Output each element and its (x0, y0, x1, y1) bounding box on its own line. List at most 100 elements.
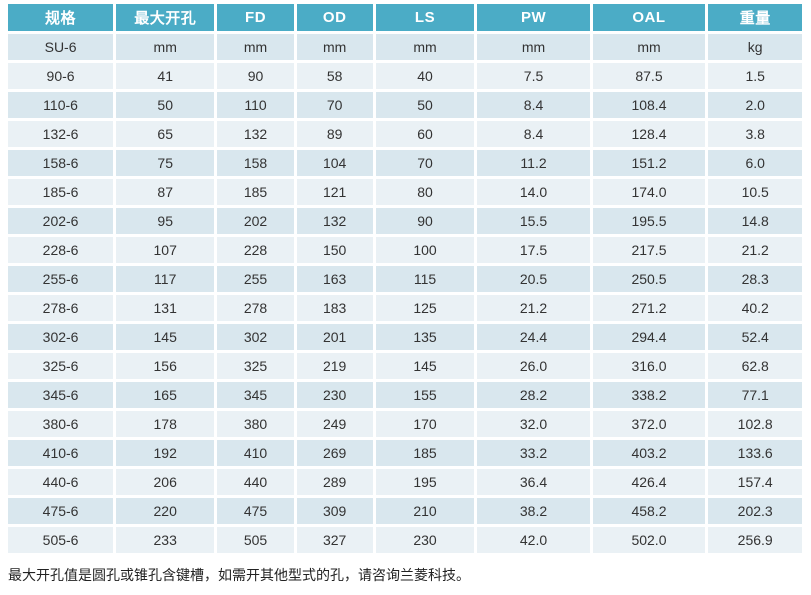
table-cell: 26.0 (477, 353, 590, 379)
table-cell: 185 (217, 179, 294, 205)
table-cell: 309 (296, 498, 373, 524)
table-cell: 249 (296, 411, 373, 437)
table-cell: 60 (375, 121, 475, 147)
table-cell: 133.6 (708, 440, 802, 466)
table-cell: 228-6 (8, 237, 114, 263)
table-cell: 108.4 (592, 92, 706, 118)
table-cell: 372.0 (592, 411, 706, 437)
table-cell: SU-6 (8, 34, 114, 60)
table-cell: 157.4 (708, 469, 802, 495)
table-cell: 192 (116, 440, 215, 466)
table-cell: 185 (375, 440, 475, 466)
table-cell: 145 (375, 353, 475, 379)
table-cell: mm (217, 34, 294, 60)
table-cell: 410-6 (8, 440, 114, 466)
table-cell: 90-6 (8, 63, 114, 89)
table-cell: 278 (217, 295, 294, 321)
table-cell: 115 (375, 266, 475, 292)
table-cell: 77.1 (708, 382, 802, 408)
table-cell: 185-6 (8, 179, 114, 205)
column-header-6: OAL (592, 4, 706, 31)
table-cell: 195 (375, 469, 475, 495)
table-cell: mm (296, 34, 373, 60)
table-row: 90-6 41 90 58 40 7.5 87.5 1.5 (8, 63, 802, 89)
table-cell: 7.5 (477, 63, 590, 89)
table-cell: mm (116, 34, 215, 60)
table-cell: 345-6 (8, 382, 114, 408)
table-row: 440-6 206 440 289 195 36.4 426.4 157.4 (8, 469, 802, 495)
table-row: 380-6 178 380 249 170 32.0 372.0 102.8 (8, 411, 802, 437)
table-cell: 15.5 (477, 208, 590, 234)
table-cell: 65 (116, 121, 215, 147)
spec-table: 规格 最大开孔 FD OD LS PW OAL 重量 SU-6 mm mm mm mm mm mm kg 90… (5, 1, 805, 556)
table-cell: 206 (116, 469, 215, 495)
column-header-5: PW (477, 4, 590, 31)
table-cell: 32.0 (477, 411, 590, 437)
table-cell: 410 (217, 440, 294, 466)
table-cell: 33.2 (477, 440, 590, 466)
table-cell: 42.0 (477, 527, 590, 553)
table-cell: 14.8 (708, 208, 802, 234)
table-cell: mm (592, 34, 706, 60)
table-row: 278-6 131 278 183 125 21.2 271.2 40.2 (8, 295, 802, 321)
table-cell: 21.2 (477, 295, 590, 321)
table-cell: 8.4 (477, 121, 590, 147)
table-row: 185-6 87 185 121 80 14.0 174.0 10.5 (8, 179, 802, 205)
table-cell: 202.3 (708, 498, 802, 524)
table-cell: 178 (116, 411, 215, 437)
table-cell: 117 (116, 266, 215, 292)
table-cell: 269 (296, 440, 373, 466)
table-cell: 135 (375, 324, 475, 350)
table-cell: 233 (116, 527, 215, 553)
column-header-7: 重量 (708, 4, 802, 31)
table-cell: 345 (217, 382, 294, 408)
table-cell: 50 (116, 92, 215, 118)
table-cell: 62.8 (708, 353, 802, 379)
table-cell: 41 (116, 63, 215, 89)
table-cell: 165 (116, 382, 215, 408)
table-row: 505-6 233 505 327 230 42.0 502.0 256.9 (8, 527, 802, 553)
table-cell: 230 (296, 382, 373, 408)
table-cell: 104 (296, 150, 373, 176)
table-cell: 403.2 (592, 440, 706, 466)
table-cell: 40.2 (708, 295, 802, 321)
table-cell: 28.3 (708, 266, 802, 292)
table-row: 132-6 65 132 89 60 8.4 128.4 3.8 (8, 121, 802, 147)
table-cell: 3.8 (708, 121, 802, 147)
table-cell: 458.2 (592, 498, 706, 524)
table-cell: 271.2 (592, 295, 706, 321)
table-cell: 20.5 (477, 266, 590, 292)
table-cell: 228 (217, 237, 294, 263)
table-cell: 107 (116, 237, 215, 263)
table-cell: 195.5 (592, 208, 706, 234)
table-cell: 145 (116, 324, 215, 350)
table-cell: 150 (296, 237, 373, 263)
table-cell: 256.9 (708, 527, 802, 553)
table-cell: 294.4 (592, 324, 706, 350)
table-cell: 28.2 (477, 382, 590, 408)
table-row: 228-6 107 228 150 100 17.5 217.5 21.2 (8, 237, 802, 263)
table-cell: 125 (375, 295, 475, 321)
table-cell: 102.8 (708, 411, 802, 437)
table-cell: 327 (296, 527, 373, 553)
table-cell: 38.2 (477, 498, 590, 524)
table-row: 202-6 95 202 132 90 15.5 195.5 14.8 (8, 208, 802, 234)
table-cell: 230 (375, 527, 475, 553)
table-cell: 338.2 (592, 382, 706, 408)
table-cell: 155 (375, 382, 475, 408)
footnote: 最大开孔值是圆孔或锥孔含键槽，如需开其他型式的孔，请咨询兰菱科技。 (8, 567, 470, 583)
table-cell: 11.2 (477, 150, 590, 176)
table-cell: 70 (296, 92, 373, 118)
table-cell: 36.4 (477, 469, 590, 495)
table-cell: 325-6 (8, 353, 114, 379)
table-cell: 475-6 (8, 498, 114, 524)
table-cell: 24.4 (477, 324, 590, 350)
table-cell: 110 (217, 92, 294, 118)
table-cell: 201 (296, 324, 373, 350)
table-cell: 1.5 (708, 63, 802, 89)
table-cell: 58 (296, 63, 373, 89)
table-cell: 131 (116, 295, 215, 321)
table-cell: 255 (217, 266, 294, 292)
table-cell: 158 (217, 150, 294, 176)
table-cell: 502.0 (592, 527, 706, 553)
